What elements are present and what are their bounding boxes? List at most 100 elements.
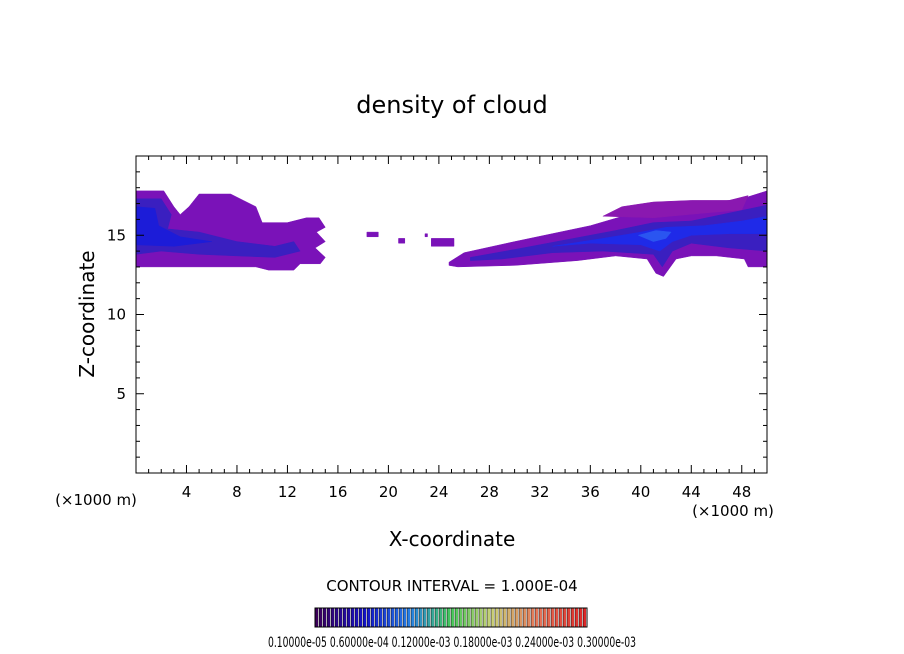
colorbar-frame bbox=[314, 607, 588, 628]
colorbar-swatch bbox=[315, 608, 318, 627]
colorbar-swatch bbox=[427, 608, 430, 627]
colorbar-swatch bbox=[343, 608, 346, 627]
x-tick-label: 48 bbox=[732, 483, 751, 501]
x-tick-label: 12 bbox=[278, 483, 297, 501]
contour-region-8 bbox=[366, 231, 379, 238]
contour-interval-label: CONTOUR INTERVAL = 1.000E-04 bbox=[326, 577, 577, 595]
contour-region-11 bbox=[424, 233, 428, 238]
colorbar-swatch bbox=[407, 608, 410, 627]
colorbar-swatch bbox=[467, 608, 470, 627]
x-unit-label-right: (×1000 m) bbox=[692, 502, 774, 520]
contour-region-9 bbox=[398, 238, 406, 244]
colorbar-swatch bbox=[323, 608, 326, 627]
colorbar-swatch bbox=[547, 608, 550, 627]
colorbar-swatch bbox=[567, 608, 570, 627]
colorbar-swatch bbox=[519, 608, 522, 627]
contour-region-10 bbox=[431, 238, 455, 247]
chart-title: density of cloud bbox=[356, 91, 547, 119]
colorbar-swatch bbox=[531, 608, 534, 627]
x-axis-label: X-coordinate bbox=[389, 527, 516, 551]
colorbar-swatch bbox=[439, 608, 442, 627]
colorbar-swatch bbox=[443, 608, 446, 627]
plot-frame bbox=[135, 155, 768, 474]
colorbar-swatch bbox=[383, 608, 386, 627]
colorbar-swatch bbox=[447, 608, 450, 627]
colorbar-swatch bbox=[543, 608, 546, 627]
colorbar-swatch bbox=[559, 608, 562, 627]
colorbar-labels: 0.10000e-05 0.60000e-04 0.12000e-03 0.18… bbox=[268, 635, 636, 651]
colorbar-swatch bbox=[579, 608, 582, 627]
colorbar-swatch bbox=[411, 608, 414, 627]
colorbar-swatch bbox=[535, 608, 538, 627]
colorbar-swatch bbox=[555, 608, 558, 627]
y-tick-label: 5 bbox=[116, 385, 126, 403]
colorbar-swatch bbox=[331, 608, 334, 627]
colorbar-swatch bbox=[507, 608, 510, 627]
colorbar-swatch bbox=[415, 608, 418, 627]
colorbar-swatch bbox=[431, 608, 434, 627]
colorbar-swatch bbox=[503, 608, 506, 627]
y-tick-label: 15 bbox=[107, 226, 126, 244]
colorbar-swatch bbox=[319, 608, 322, 627]
colorbar-swatch bbox=[359, 608, 362, 627]
colorbar-swatch bbox=[499, 608, 502, 627]
colorbar-swatch bbox=[463, 608, 466, 627]
x-tick-label: 4 bbox=[182, 483, 192, 501]
colorbar bbox=[314, 608, 586, 627]
y-tick-labels: 5 10 15 bbox=[107, 226, 126, 403]
colorbar-swatch bbox=[379, 608, 382, 627]
colorbar-swatch bbox=[539, 608, 542, 627]
colorbar-swatch bbox=[347, 608, 350, 627]
contour-regions bbox=[135, 190, 768, 277]
x-tick-label: 20 bbox=[379, 483, 398, 501]
colorbar-swatch bbox=[475, 608, 478, 627]
colorbar-swatch bbox=[423, 608, 426, 627]
y-axis-label: Z-coordinate bbox=[75, 250, 99, 377]
x-tick-label: 28 bbox=[480, 483, 499, 501]
colorbar-swatch bbox=[487, 608, 490, 627]
x-tick-label: 36 bbox=[581, 483, 600, 501]
colorbar-swatch bbox=[459, 608, 462, 627]
colorbar-swatch bbox=[451, 608, 454, 627]
colorbar-swatch bbox=[563, 608, 566, 627]
x-tick-label: 8 bbox=[232, 483, 242, 501]
colorbar-swatch bbox=[471, 608, 474, 627]
x-tick-label: 44 bbox=[682, 483, 701, 501]
colorbar-swatch bbox=[403, 608, 406, 627]
contour-region-7 bbox=[637, 230, 672, 242]
axis-ticks bbox=[136, 156, 767, 473]
colorbar-swatch bbox=[571, 608, 574, 627]
colorbar-swatch bbox=[355, 608, 358, 627]
colorbar-swatch bbox=[491, 608, 494, 627]
colorbar-swatch bbox=[399, 608, 402, 627]
colorbar-swatch bbox=[583, 608, 586, 627]
colorbar-swatch bbox=[523, 608, 526, 627]
colorbar-swatch bbox=[351, 608, 354, 627]
colorbar-swatch bbox=[479, 608, 482, 627]
colorbar-swatch bbox=[455, 608, 458, 627]
colorbar-swatch bbox=[575, 608, 578, 627]
colorbar-swatch bbox=[495, 608, 498, 627]
x-unit-label-left: (×1000 m) bbox=[55, 491, 137, 509]
colorbar-swatch bbox=[511, 608, 514, 627]
colorbar-swatch bbox=[527, 608, 530, 627]
colorbar-swatch bbox=[515, 608, 518, 627]
x-tick-label: 40 bbox=[631, 483, 650, 501]
colorbar-swatch bbox=[327, 608, 330, 627]
colorbar-swatch bbox=[435, 608, 438, 627]
x-tick-label: 16 bbox=[328, 483, 347, 501]
colorbar-swatch bbox=[395, 608, 398, 627]
contour-region-2 bbox=[135, 206, 212, 247]
x-tick-label: 32 bbox=[530, 483, 549, 501]
colorbar-swatch bbox=[483, 608, 486, 627]
colorbar-swatch bbox=[387, 608, 390, 627]
colorbar-swatch bbox=[367, 608, 370, 627]
colorbar-swatch bbox=[371, 608, 374, 627]
contour-region-4 bbox=[602, 195, 749, 219]
colorbar-swatch bbox=[335, 608, 338, 627]
x-tick-labels: 4 8 12 16 20 24 28 32 36 40 44 48 bbox=[182, 483, 752, 501]
colorbar-swatch bbox=[391, 608, 394, 627]
colorbar-swatch bbox=[363, 608, 366, 627]
x-tick-label: 24 bbox=[429, 483, 448, 501]
